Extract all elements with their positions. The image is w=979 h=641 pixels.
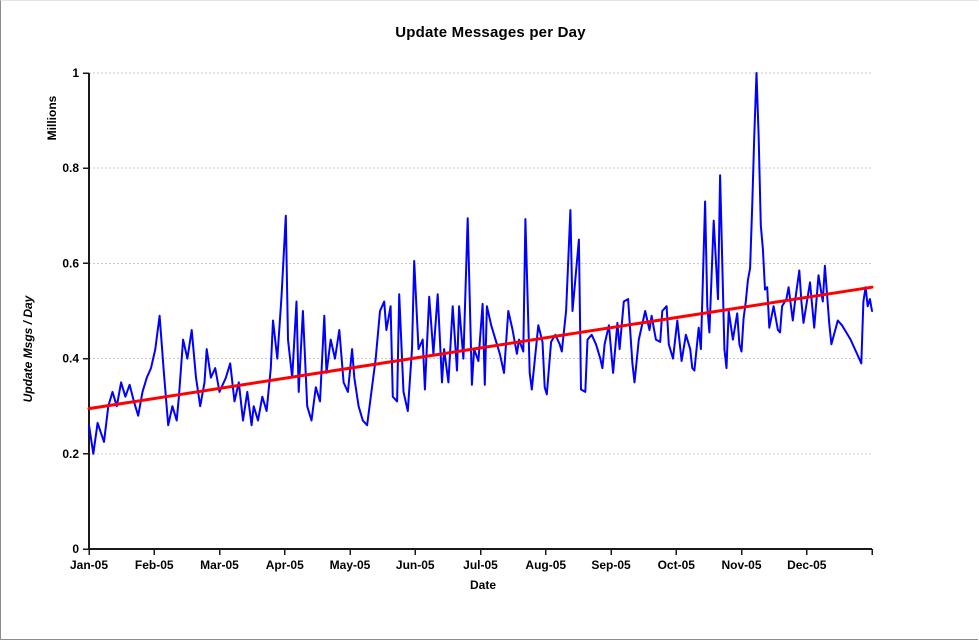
y-tick-label: 1: [72, 66, 79, 80]
y-axis-units-label: Millions: [45, 95, 59, 141]
y-tick-label: 0.8: [62, 161, 79, 175]
x-tick-label: Sep-05: [591, 558, 631, 572]
x-tick-label: Dec-05: [787, 558, 827, 572]
x-axis-title: Date: [469, 578, 496, 592]
x-tick-label: Mar-05: [200, 558, 239, 572]
x-tick-label: Apr-05: [266, 558, 304, 572]
y-tick-label: 0: [72, 542, 79, 556]
y-tick-label: 0.4: [62, 352, 79, 366]
x-tick-label: Feb-05: [135, 558, 174, 572]
x-tick-label: May-05: [330, 558, 371, 572]
x-tick-label: Jan-05: [70, 558, 108, 572]
x-tick-label: Jun-05: [396, 558, 435, 572]
series-trend-line: [87, 285, 874, 411]
y-axis-title: Update Msgs / Day: [21, 295, 35, 403]
x-tick-label: Oct-05: [658, 558, 696, 572]
x-tick-label: Aug-05: [525, 558, 566, 572]
chart-title: Update Messages per Day: [395, 24, 586, 41]
y-tick-label: 0.2: [62, 447, 79, 461]
x-tick-label: Nov-05: [721, 558, 761, 572]
y-tick-label: 0.6: [62, 256, 79, 270]
x-tick-label: Jul-05: [463, 558, 498, 572]
